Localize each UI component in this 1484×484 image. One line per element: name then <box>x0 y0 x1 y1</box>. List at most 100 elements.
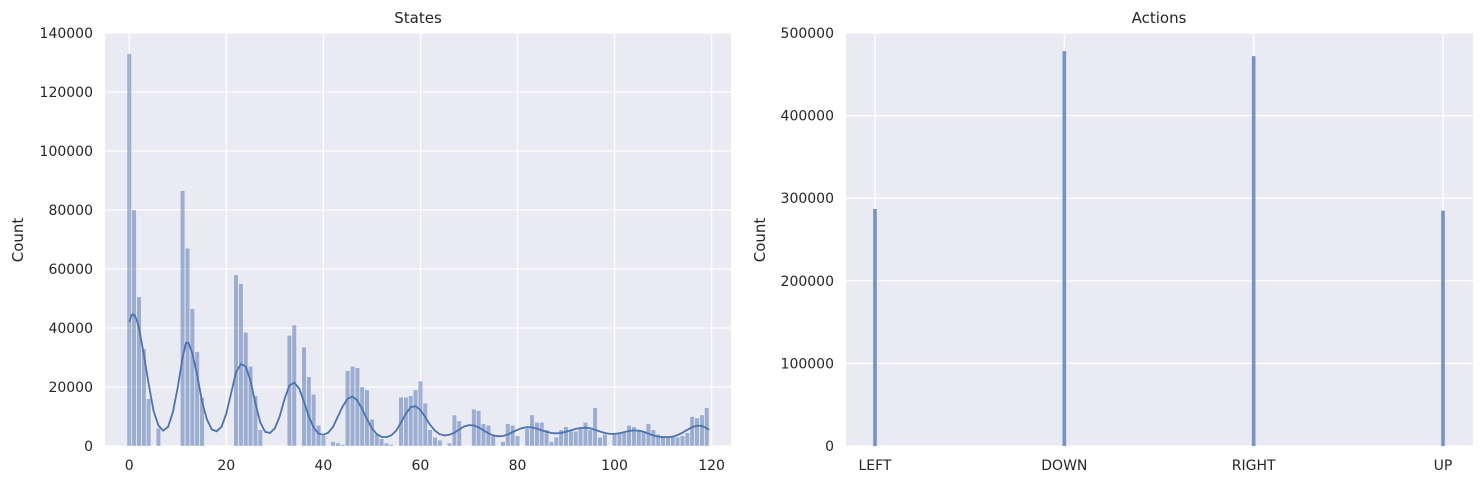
states-bar <box>515 435 520 447</box>
states-kde-line <box>128 313 710 439</box>
states-bar <box>340 444 346 447</box>
states-bar <box>617 432 622 447</box>
states-bar <box>621 432 627 447</box>
states-plot-area <box>105 33 731 446</box>
states-bar <box>189 308 195 447</box>
states-bar <box>524 428 530 447</box>
states-bar <box>131 209 137 447</box>
actions-x-tick-labels: LEFT DOWN RIGHT UP <box>858 458 1452 474</box>
states-y-tick-label: 120000 <box>40 85 93 101</box>
states-grid <box>105 32 731 447</box>
states-bar <box>359 386 365 447</box>
actions-y-tick-label: 500000 <box>781 26 834 42</box>
states-bar <box>592 407 598 447</box>
states-bar <box>422 403 428 447</box>
states-bar <box>500 441 506 447</box>
states-x-tick-label: 120 <box>698 458 725 474</box>
states-bar <box>684 432 690 447</box>
states-x-tick-label: 100 <box>601 458 628 474</box>
states-bar <box>447 442 452 447</box>
states-y-tick-labels: 0 20000 40000 60000 80000 100000 120000 140000 <box>40 26 93 455</box>
states-x-tick-label: 20 <box>217 458 235 474</box>
actions-y-tick-label: 100000 <box>781 356 834 372</box>
actions-bar-left <box>873 208 877 446</box>
states-bar <box>408 395 414 447</box>
states-bar <box>553 436 559 447</box>
states-chart-title: States <box>394 9 442 27</box>
states-bar <box>549 441 554 447</box>
states-bar <box>573 431 579 447</box>
states-bar <box>660 435 666 447</box>
states-bar <box>316 425 321 447</box>
states-bar <box>253 395 258 447</box>
states-bar <box>403 397 409 447</box>
states-bar <box>587 429 593 447</box>
states-y-tick-label: 0 <box>84 439 93 455</box>
states-bar <box>136 296 142 447</box>
states-bar <box>248 366 253 447</box>
states-bar <box>126 53 132 447</box>
states-bar <box>141 348 147 447</box>
actions-bars <box>873 51 1445 447</box>
states-bar <box>510 425 516 447</box>
actions-x-tick-label: LEFT <box>858 458 891 474</box>
actions-bar-up <box>1441 210 1445 446</box>
states-bar <box>612 432 617 447</box>
states-x-tick-label: 80 <box>509 458 527 474</box>
states-bar <box>233 274 239 447</box>
states-bar <box>699 414 705 447</box>
states-bar <box>471 408 477 447</box>
states-bar <box>602 434 608 447</box>
states-bar <box>243 332 249 447</box>
states-y-tick-label: 40000 <box>48 321 93 337</box>
states-bar <box>597 436 603 447</box>
states-bar <box>490 435 496 447</box>
states-y-tick-label: 20000 <box>48 380 93 396</box>
states-bar <box>481 423 486 447</box>
actions-x-tick-label: DOWN <box>1041 458 1087 474</box>
states-bar <box>578 428 583 447</box>
states-bar <box>456 420 462 447</box>
states-bar <box>534 422 540 447</box>
states-bar <box>539 422 545 447</box>
states-bar <box>311 394 317 447</box>
actions-y-tick-labels: 0 100000 200000 300000 400000 500000 <box>781 26 834 455</box>
states-x-tick-label: 40 <box>314 458 332 474</box>
states-bar <box>335 442 341 447</box>
actions-y-tick-label: 300000 <box>781 191 834 207</box>
actions-bar-right <box>1251 56 1256 447</box>
states-bar <box>320 435 326 447</box>
actions-histogram-chart: LEFT DOWN RIGHT UP 0 100000 200000 300000 40000… <box>751 9 1473 474</box>
actions-y-tick-label: 200000 <box>781 274 834 290</box>
actions-x-tick-label: UP <box>1434 458 1453 474</box>
states-x-tick-label: 60 <box>412 458 430 474</box>
states-x-tick-label: 0 <box>125 458 134 474</box>
states-bar <box>379 438 384 447</box>
states-bars <box>126 53 710 447</box>
states-bar <box>155 428 161 447</box>
states-bar <box>432 436 438 447</box>
states-bar <box>452 414 457 447</box>
states-bar <box>631 426 637 447</box>
states-bar <box>427 429 433 447</box>
states-y-axis-label: Count <box>9 218 27 263</box>
states-bar <box>437 439 443 447</box>
states-bar <box>680 435 685 447</box>
states-bar <box>675 436 681 447</box>
states-bar <box>180 190 186 447</box>
states-x-tick-labels: 0 20 40 60 80 100 120 <box>125 458 725 474</box>
states-y-tick-label: 80000 <box>48 203 93 219</box>
states-bar <box>636 431 642 447</box>
actions-x-tick-label: RIGHT <box>1232 458 1276 474</box>
actions-plot-area <box>846 33 1473 446</box>
states-bar <box>689 416 695 447</box>
states-bar <box>350 366 355 447</box>
states-bar <box>194 351 200 447</box>
states-y-tick-label: 140000 <box>40 26 93 42</box>
states-bar <box>568 431 574 447</box>
states-bar <box>485 425 491 447</box>
states-bar <box>650 429 656 447</box>
actions-y-tick-label: 0 <box>825 439 834 455</box>
states-bar <box>257 429 263 447</box>
states-bar <box>354 367 360 447</box>
